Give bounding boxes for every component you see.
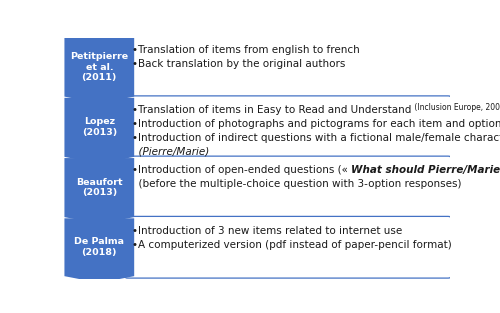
FancyBboxPatch shape bbox=[124, 36, 451, 99]
Text: De Palma
(2018): De Palma (2018) bbox=[74, 237, 124, 257]
Polygon shape bbox=[64, 38, 134, 103]
Text: •Back translation by the original authors: •Back translation by the original author… bbox=[132, 59, 346, 69]
FancyBboxPatch shape bbox=[124, 156, 451, 219]
Polygon shape bbox=[64, 158, 134, 224]
Text: •Translation of items from english to french: •Translation of items from english to fr… bbox=[132, 45, 360, 55]
Text: •Introduction of 3 new items related to internet use: •Introduction of 3 new items related to … bbox=[132, 226, 402, 236]
Text: •Introduction of open-ended questions («: •Introduction of open-ended questions (« bbox=[132, 165, 352, 175]
FancyBboxPatch shape bbox=[124, 216, 451, 278]
Text: •Translation of items in Easy to Read and Understand: •Translation of items in Easy to Read an… bbox=[132, 105, 411, 115]
Text: What should Pierre/Marie do?: What should Pierre/Marie do? bbox=[352, 165, 500, 175]
Text: (Inclusion Europe, 2009): (Inclusion Europe, 2009) bbox=[412, 103, 500, 112]
Text: (before the multiple-choice question with 3-option responses): (before the multiple-choice question wit… bbox=[132, 179, 462, 189]
Text: •A computerized version (pdf instead of paper-pencil format): •A computerized version (pdf instead of … bbox=[132, 239, 452, 249]
Polygon shape bbox=[64, 218, 134, 283]
Text: •Introduction of indirect questions with a fictional male/female character: •Introduction of indirect questions with… bbox=[132, 133, 500, 143]
FancyBboxPatch shape bbox=[124, 96, 451, 159]
Text: •Introduction of photographs and pictograms for each item and option-response: •Introduction of photographs and pictogr… bbox=[132, 119, 500, 129]
Text: Beaufort
(2013): Beaufort (2013) bbox=[76, 178, 122, 198]
Polygon shape bbox=[64, 98, 134, 164]
Text: Lopez
(2013): Lopez (2013) bbox=[82, 117, 117, 137]
Text: (Pierre/Marie): (Pierre/Marie) bbox=[132, 147, 210, 157]
Text: Petitpierre
et al.
(2011): Petitpierre et al. (2011) bbox=[70, 52, 128, 82]
